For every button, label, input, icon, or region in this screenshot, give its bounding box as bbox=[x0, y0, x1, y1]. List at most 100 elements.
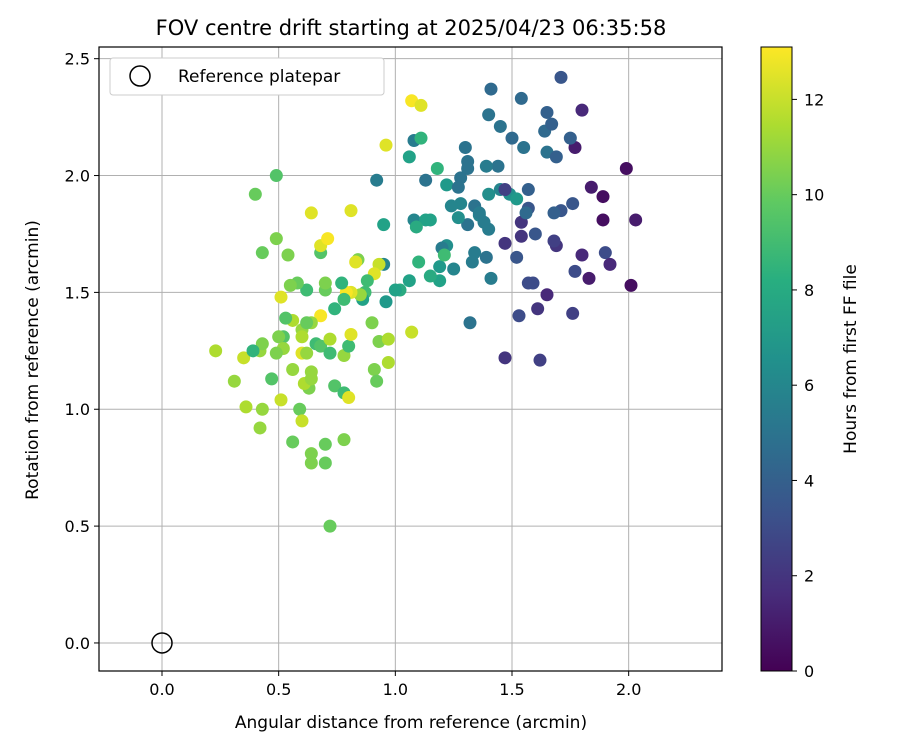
data-point bbox=[412, 255, 426, 269]
data-point bbox=[461, 162, 475, 176]
data-point bbox=[405, 325, 419, 339]
data-point bbox=[337, 433, 351, 447]
data-point bbox=[458, 140, 472, 154]
colorbar-tick-label: 6 bbox=[804, 376, 814, 395]
data-point bbox=[482, 187, 496, 201]
data-point bbox=[379, 138, 393, 152]
data-point bbox=[328, 302, 342, 316]
data-point bbox=[547, 206, 561, 220]
data-point bbox=[568, 264, 582, 278]
data-point bbox=[255, 246, 269, 260]
data-point bbox=[269, 232, 283, 246]
data-point bbox=[300, 283, 314, 297]
data-point bbox=[484, 271, 498, 285]
data-point bbox=[566, 197, 580, 211]
y-tick-label: 1.5 bbox=[65, 283, 90, 302]
data-point bbox=[239, 400, 253, 414]
data-point bbox=[545, 117, 559, 131]
data-point bbox=[514, 229, 528, 243]
colorbar-tick-label: 2 bbox=[804, 567, 814, 586]
data-point bbox=[444, 199, 458, 213]
y-tick-label: 2.5 bbox=[65, 50, 90, 69]
colorbar-tick-label: 0 bbox=[804, 662, 814, 681]
legend-box bbox=[109, 57, 385, 96]
data-point bbox=[344, 327, 358, 341]
y-tick-label: 0.5 bbox=[65, 517, 90, 536]
data-point bbox=[414, 98, 428, 112]
data-point bbox=[321, 232, 335, 246]
chart-title: FOV centre drift starting at 2025/04/23 … bbox=[156, 16, 667, 40]
data-point bbox=[540, 288, 554, 302]
data-point bbox=[512, 309, 526, 323]
data-point bbox=[409, 220, 423, 234]
data-point bbox=[510, 250, 524, 264]
data-point bbox=[253, 421, 267, 435]
data-point bbox=[566, 306, 580, 320]
data-point bbox=[265, 372, 279, 386]
data-point bbox=[517, 140, 531, 154]
data-point bbox=[582, 271, 596, 285]
data-point bbox=[547, 234, 561, 248]
colorbar-tick-label: 12 bbox=[804, 90, 824, 109]
data-point bbox=[360, 274, 374, 288]
data-point bbox=[314, 339, 328, 353]
colorbar: 0 2 4 6 8 10 12 Hours from first FF file bbox=[760, 46, 861, 681]
x-axis-ticks: 0.0 0.5 1.0 1.5 2.0 bbox=[149, 671, 641, 699]
data-point bbox=[381, 332, 395, 346]
data-point bbox=[423, 213, 437, 227]
data-point bbox=[286, 435, 300, 449]
data-point bbox=[237, 351, 251, 365]
x-tick-label: 0.5 bbox=[266, 680, 291, 699]
colorbar-ticks: 0 2 4 6 8 10 12 bbox=[792, 90, 824, 681]
data-point bbox=[472, 206, 486, 220]
data-point bbox=[295, 330, 309, 344]
data-point bbox=[440, 178, 454, 192]
data-point bbox=[549, 150, 563, 164]
reference-marker bbox=[151, 632, 173, 654]
data-point bbox=[584, 180, 598, 194]
data-point bbox=[304, 365, 318, 379]
data-point bbox=[519, 206, 533, 220]
x-axis-label: Angular distance from reference (arcmin) bbox=[235, 713, 587, 733]
data-point bbox=[505, 131, 519, 145]
data-point bbox=[575, 248, 589, 262]
data-point bbox=[281, 248, 295, 262]
data-point bbox=[451, 180, 465, 194]
data-point bbox=[323, 346, 337, 360]
data-point bbox=[323, 519, 337, 533]
data-point bbox=[349, 255, 363, 269]
y-tick-label: 1.0 bbox=[65, 400, 90, 419]
data-point bbox=[465, 255, 479, 269]
data-point bbox=[596, 190, 610, 204]
data-point bbox=[328, 379, 342, 393]
data-point bbox=[437, 248, 451, 262]
data-point bbox=[510, 192, 524, 206]
data-point bbox=[300, 346, 314, 360]
data-point bbox=[381, 356, 395, 370]
data-point bbox=[255, 337, 269, 351]
data-point bbox=[314, 309, 328, 323]
data-point bbox=[304, 447, 318, 461]
data-point bbox=[598, 246, 612, 260]
data-point bbox=[255, 402, 269, 416]
data-point bbox=[521, 183, 535, 197]
data-point bbox=[575, 103, 589, 117]
data-point bbox=[388, 283, 402, 297]
data-point bbox=[423, 269, 437, 283]
data-point bbox=[451, 211, 465, 225]
data-point bbox=[629, 213, 643, 227]
legend: Reference platepar bbox=[109, 57, 385, 96]
data-point bbox=[491, 159, 505, 173]
data-point bbox=[342, 339, 356, 353]
data-point bbox=[479, 250, 493, 264]
data-point bbox=[370, 173, 384, 187]
data-point bbox=[272, 330, 286, 344]
data-point bbox=[430, 162, 444, 176]
data-point bbox=[269, 346, 283, 360]
x-tick-label: 1.0 bbox=[383, 680, 408, 699]
data-point bbox=[624, 278, 638, 292]
data-point bbox=[335, 276, 349, 290]
x-tick-label: 0.0 bbox=[149, 680, 174, 699]
data-point bbox=[528, 227, 542, 241]
data-point bbox=[419, 173, 433, 187]
